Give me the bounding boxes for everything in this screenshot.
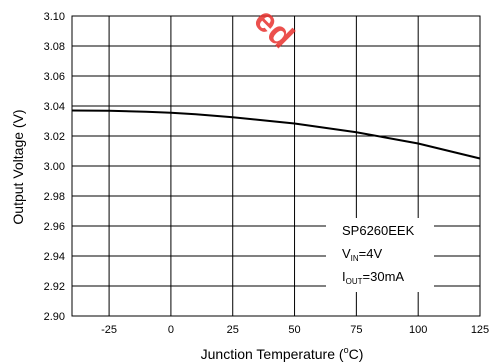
legend-line-2: VIN=4V	[342, 246, 382, 263]
tick-labels: -25 0 25 50 75 100 125 2.90 2.92 2.94 2.96 2.98 3.00…	[44, 11, 490, 336]
x-tick-label: 50	[288, 324, 300, 336]
legend: SP6260EEK VIN=4V IOUT=30mA	[326, 218, 434, 292]
y-tick-label: 3.06	[44, 71, 65, 83]
y-tick-label: 2.92	[44, 281, 65, 293]
y-tick-label: 2.96	[44, 221, 65, 233]
y-tick-label: 2.94	[44, 251, 65, 263]
series-lines	[71, 109, 481, 160]
series-line-0	[71, 109, 481, 160]
legend-box	[326, 218, 434, 292]
y-axis-label: Output Voltage (V)	[10, 109, 26, 224]
x-tick-label: 75	[350, 324, 362, 336]
legend-line-1: SP6260EEK	[342, 223, 415, 238]
x-tick-label: 0	[168, 324, 174, 336]
y-tick-label: 3.10	[44, 11, 65, 23]
plot-frame	[71, 15, 481, 317]
x-tick-label: 100	[409, 324, 427, 336]
watermark: ed	[246, 1, 301, 56]
y-tick-label: 3.08	[44, 41, 65, 53]
y-tick-label: 2.98	[44, 191, 65, 203]
x-tick-label: 125	[471, 324, 489, 336]
x-tick-label: 25	[227, 324, 239, 336]
y-tick-label: 3.00	[44, 161, 65, 173]
y-tick-label: 3.04	[44, 101, 65, 113]
legend-line-3: IOUT=30mA	[342, 269, 404, 286]
y-tick-label: 2.90	[44, 311, 65, 323]
x-tick-label: -25	[101, 324, 117, 336]
x-axis-label: Junction Temperature (oC)	[201, 345, 364, 362]
y-tick-label: 3.02	[44, 131, 65, 143]
